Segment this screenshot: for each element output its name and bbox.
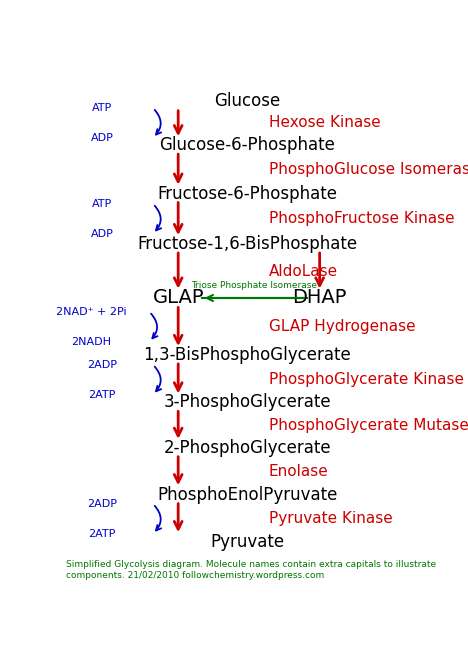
Text: ADP: ADP [91, 229, 113, 239]
Text: 2NAD⁺ + 2Pi: 2NAD⁺ + 2Pi [56, 307, 126, 316]
Text: 2ATP: 2ATP [88, 529, 116, 539]
Text: 2ADP: 2ADP [87, 498, 117, 509]
Text: GLAP: GLAP [153, 288, 204, 307]
Text: Pyruvate: Pyruvate [210, 533, 284, 551]
Text: PhosphoGlycerate Mutase: PhosphoGlycerate Mutase [269, 418, 468, 433]
Text: Triose Phosphate Isomerase: Triose Phosphate Isomerase [191, 282, 317, 290]
Text: 2ATP: 2ATP [88, 390, 116, 400]
Text: Simplified Glycolysis diagram. Molecule names contain extra capitals to illustra: Simplified Glycolysis diagram. Molecule … [66, 559, 436, 580]
Text: PhosphoGlucose Isomerase: PhosphoGlucose Isomerase [269, 162, 468, 177]
Text: Hexose Kinase: Hexose Kinase [269, 115, 380, 130]
Text: 3-PhosphoGlycerate: 3-PhosphoGlycerate [163, 394, 331, 411]
Text: Enolase: Enolase [269, 464, 329, 479]
Text: DHAP: DHAP [292, 288, 347, 307]
Text: ATP: ATP [92, 198, 112, 209]
Text: AldoLase: AldoLase [269, 264, 338, 279]
Text: Pyruvate Kinase: Pyruvate Kinase [269, 512, 393, 527]
Text: 2NADH: 2NADH [71, 337, 111, 347]
Text: Fructose-6-Phosphate: Fructose-6-Phosphate [157, 185, 337, 202]
Text: Glucose-6-Phosphate: Glucose-6-Phosphate [159, 136, 335, 154]
Text: 2-PhosphoGlycerate: 2-PhosphoGlycerate [163, 439, 331, 457]
Text: 1,3-BisPhosphoGlycerate: 1,3-BisPhosphoGlycerate [143, 346, 351, 364]
Text: 2ADP: 2ADP [87, 360, 117, 369]
Text: PhosphoEnolPyruvate: PhosphoEnolPyruvate [157, 486, 337, 504]
Text: Glucose: Glucose [214, 92, 280, 110]
Text: ADP: ADP [91, 133, 113, 143]
Text: PhosphoGlycerate Kinase: PhosphoGlycerate Kinase [269, 372, 464, 387]
Text: GLAP Hydrogenase: GLAP Hydrogenase [269, 319, 416, 334]
Text: ATP: ATP [92, 103, 112, 113]
Text: Fructose-1,6-BisPhosphate: Fructose-1,6-BisPhosphate [137, 235, 357, 253]
Text: PhosphoFructose Kinase: PhosphoFructose Kinase [269, 212, 454, 227]
